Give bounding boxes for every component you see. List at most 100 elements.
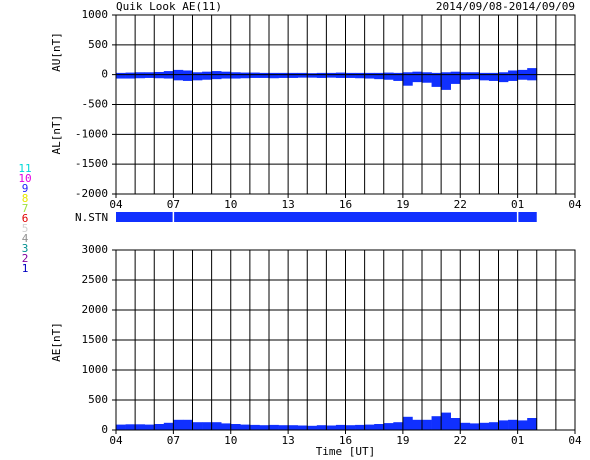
bar	[517, 74, 528, 80]
station-legend-item: 4	[22, 232, 29, 245]
bar	[441, 412, 451, 431]
x-tick-label: 07	[167, 434, 180, 447]
bar	[173, 419, 184, 431]
bar	[527, 68, 538, 75]
bar	[335, 74, 346, 78]
bar	[460, 72, 471, 75]
bar	[307, 74, 318, 78]
y-tick-label: -2000	[75, 187, 108, 200]
bar	[297, 74, 308, 78]
x-tick-label: 10	[224, 434, 237, 447]
bar	[402, 416, 413, 431]
bar	[431, 74, 442, 87]
bar	[469, 74, 480, 80]
bar	[163, 422, 174, 431]
bar	[182, 70, 193, 75]
bar	[335, 72, 346, 75]
bar	[154, 74, 165, 79]
bar	[240, 424, 251, 431]
bar	[240, 74, 251, 79]
bar	[450, 418, 461, 431]
y-tick-label: 2500	[82, 273, 109, 286]
bar	[116, 72, 126, 75]
bar	[259, 74, 270, 78]
bar	[259, 425, 270, 431]
bar	[278, 72, 289, 75]
bar	[498, 72, 509, 75]
station-legend-item: 2	[22, 252, 29, 265]
bar	[249, 424, 260, 431]
bar	[230, 424, 241, 431]
bar	[374, 72, 385, 75]
bar	[297, 72, 308, 75]
bar	[422, 74, 432, 83]
y-axis-label: AE[nT]	[50, 322, 63, 362]
station-legend-item: 3	[22, 242, 29, 255]
bar	[211, 71, 222, 75]
bar	[307, 73, 318, 75]
bar	[383, 423, 394, 431]
y-tick-label: 3000	[82, 243, 109, 256]
bar	[192, 74, 203, 81]
bar	[479, 72, 490, 75]
station-legend-item: 8	[22, 192, 29, 205]
x-tick-label: 19	[396, 434, 409, 447]
bar	[116, 424, 126, 431]
bar	[517, 69, 528, 75]
x-tick-label: 01	[511, 198, 524, 211]
station-label: N.STN	[75, 211, 108, 224]
date-range: 2014/09/08-2014/09/09	[436, 0, 575, 13]
bar	[173, 69, 184, 75]
bar	[345, 425, 356, 431]
bar	[374, 74, 385, 80]
bar	[288, 72, 298, 75]
bar	[460, 74, 471, 80]
bar	[154, 424, 165, 431]
bar	[240, 72, 251, 75]
bar	[211, 422, 222, 431]
bar	[326, 74, 337, 78]
bar	[508, 419, 518, 431]
bar	[297, 425, 308, 431]
y-tick-label: 0	[101, 423, 108, 436]
bar	[230, 72, 241, 75]
bar	[412, 71, 423, 75]
y-tick-label: -1000	[75, 127, 108, 140]
x-tick-label: 04	[568, 434, 582, 447]
bar	[355, 74, 365, 79]
station-legend-item: 6	[22, 212, 29, 225]
y-axis-label: AU[nT]	[50, 32, 63, 72]
bar	[249, 72, 260, 75]
bar	[221, 71, 232, 75]
bar	[211, 74, 222, 80]
bar	[269, 72, 279, 75]
y-tick-label: 500	[88, 393, 108, 406]
bar	[393, 422, 404, 431]
bar	[402, 74, 413, 86]
y-tick-label: -500	[82, 98, 109, 111]
bar	[182, 419, 193, 431]
bar	[192, 72, 203, 75]
bar	[364, 424, 375, 431]
bar	[488, 422, 499, 431]
x-tick-label: 16	[339, 198, 352, 211]
y-axis-label: AL[nT]	[50, 115, 63, 155]
y-tick-label: 0	[101, 68, 108, 81]
bar	[431, 416, 442, 431]
bar	[259, 72, 270, 75]
bar	[412, 419, 423, 431]
bar	[345, 72, 356, 75]
bar	[364, 72, 375, 75]
bar	[355, 72, 365, 75]
bar	[316, 72, 327, 75]
station-legend-item: 5	[22, 222, 29, 235]
bar	[144, 74, 155, 78]
bar	[412, 74, 423, 83]
x-tick-label: 22	[454, 434, 467, 447]
bar	[383, 72, 394, 75]
x-tick-label: 04	[109, 434, 123, 447]
bar	[383, 74, 394, 80]
bar	[316, 74, 327, 78]
bar	[202, 74, 212, 80]
